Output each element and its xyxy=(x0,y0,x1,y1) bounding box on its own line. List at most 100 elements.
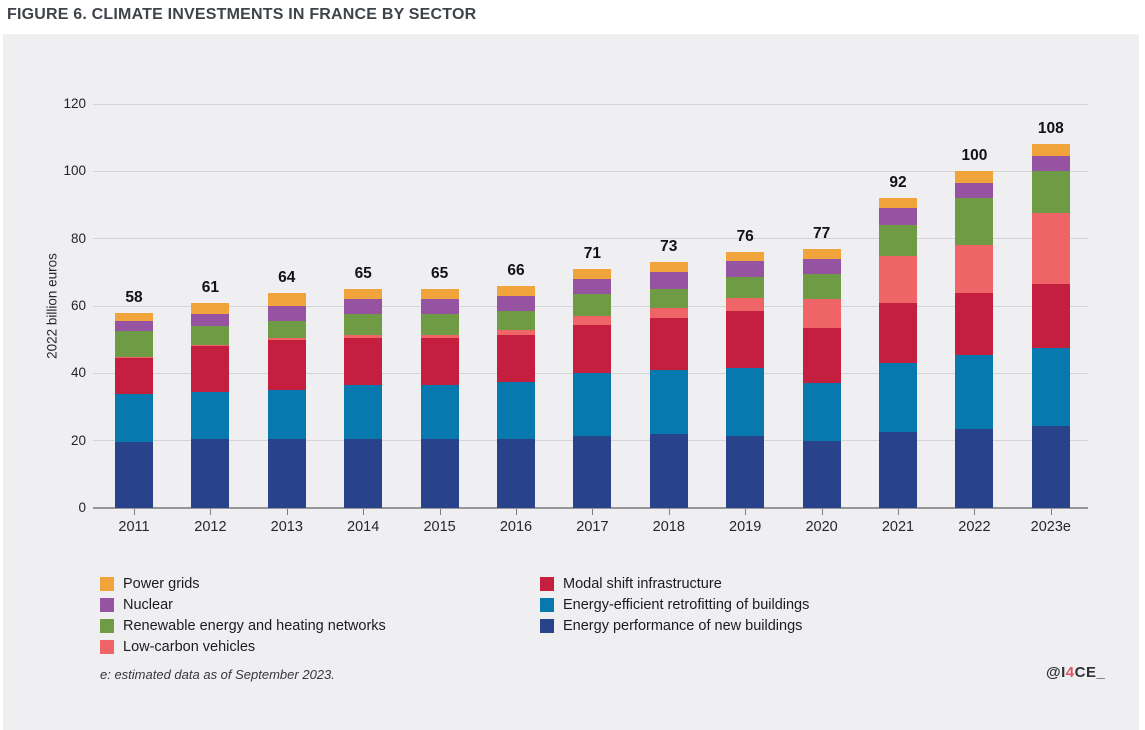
bar-segment-renewables-2020 xyxy=(802,274,841,300)
bar-segment-nuclear-2018 xyxy=(649,272,688,290)
y-tick-label-0: 0 xyxy=(78,500,86,515)
x-axis-tick-2014 xyxy=(363,509,365,515)
bar-total-2014: 65 xyxy=(354,265,372,283)
bar-segment-new_buildings-2013 xyxy=(267,438,306,508)
bar-segment-low_carbon-2011 xyxy=(115,356,153,359)
x-axis-label-2023e: 2023e xyxy=(1030,519,1071,535)
y-tick-label-60: 60 xyxy=(70,298,86,313)
legend-column-right: Modal shift infrastructure Energy-efficie… xyxy=(540,576,810,640)
bar-segment-renewables-2019 xyxy=(726,277,765,298)
bar-segment-retrofitting-2012 xyxy=(191,391,230,439)
bar-segment-modal_shift-2012 xyxy=(191,346,230,392)
legend-label-retrofitting: Energy-efficient retrofitting of buildin… xyxy=(563,597,810,613)
bar-total-2022: 100 xyxy=(961,147,988,165)
bar-segment-new_buildings-2023e xyxy=(1031,425,1070,508)
bar-total-2016: 66 xyxy=(507,261,525,279)
bar-2022 xyxy=(955,104,994,508)
bar-segment-retrofitting-2011 xyxy=(115,393,153,443)
bar-total-2013: 64 xyxy=(278,268,296,286)
bar-segment-renewables-2011 xyxy=(115,331,153,357)
bar-segment-retrofitting-2020 xyxy=(802,383,841,441)
gridline-120 xyxy=(93,103,1088,105)
bar-segment-power_grids-2011 xyxy=(115,312,153,322)
bar-2016 xyxy=(497,104,535,508)
bar-segment-power_grids-2018 xyxy=(649,262,688,273)
bar-2015 xyxy=(420,104,459,508)
legend-item-renewables: Renewable energy and heating networks xyxy=(100,618,386,634)
bar-segment-low_carbon-2021 xyxy=(879,255,917,303)
bar-total-2015: 65 xyxy=(430,265,449,283)
bar-segment-modal_shift-2020 xyxy=(802,327,841,384)
x-axis-label-2011: 2011 xyxy=(118,519,150,535)
x-axis-tick-2013 xyxy=(286,509,288,515)
bar-segment-renewables-2016 xyxy=(497,311,535,330)
bar-total-2023e: 108 xyxy=(1037,120,1064,138)
bar-segment-nuclear-2023e xyxy=(1031,156,1070,172)
bar-segment-renewables-2014 xyxy=(344,314,383,335)
bar-segment-modal_shift-2023e xyxy=(1031,284,1070,349)
bar-segment-retrofitting-2016 xyxy=(497,381,535,439)
bar-segment-power_grids-2012 xyxy=(191,302,230,315)
bar-segment-low_carbon-2015 xyxy=(420,334,459,338)
x-axis-label-2020: 2020 xyxy=(805,519,838,535)
bar-segment-retrofitting-2018 xyxy=(649,369,688,434)
bar-segment-modal_shift-2019 xyxy=(726,311,765,369)
x-axis-label-2014: 2014 xyxy=(347,519,380,535)
gridline-80 xyxy=(93,238,1088,240)
bar-segment-retrofitting-2019 xyxy=(726,368,765,436)
bar-segment-nuclear-2013 xyxy=(267,306,306,322)
bar-segment-retrofitting-2013 xyxy=(267,390,306,439)
bar-segment-renewables-2022 xyxy=(955,198,994,246)
y-tick-label-100: 100 xyxy=(63,163,86,179)
bar-2018 xyxy=(649,104,688,508)
bar-total-2017: 71 xyxy=(583,244,602,262)
bar-2021 xyxy=(879,104,917,508)
bar-segment-power_grids-2014 xyxy=(344,289,383,300)
bar-segment-modal_shift-2014 xyxy=(344,338,383,386)
bar-total-2019: 76 xyxy=(736,228,754,246)
bar-segment-nuclear-2017 xyxy=(573,279,612,295)
x-axis-tick-2011 xyxy=(134,509,135,515)
legend-swatch-modal_shift xyxy=(540,577,554,591)
bar-segment-renewables-2013 xyxy=(267,321,306,338)
legend-label-low_carbon: Low-carbon vehicles xyxy=(123,639,256,655)
bar-2023e xyxy=(1031,104,1070,508)
bar-segment-modal_shift-2015 xyxy=(420,338,459,386)
bar-segment-nuclear-2011 xyxy=(115,321,153,332)
x-axis-label-2016: 2016 xyxy=(499,519,533,535)
bar-segment-new_buildings-2021 xyxy=(879,432,917,508)
bar-segment-power_grids-2021 xyxy=(879,198,917,209)
logo-prefix: @I xyxy=(1046,664,1066,681)
bar-total-2020: 77 xyxy=(812,224,831,242)
bar-segment-low_carbon-2018 xyxy=(649,307,688,318)
bar-segment-renewables-2015 xyxy=(420,314,459,335)
bar-segment-nuclear-2015 xyxy=(420,299,459,315)
x-axis-tick-2020 xyxy=(821,509,823,515)
bar-segment-low_carbon-2014 xyxy=(344,334,383,338)
figure-title: FIGURE 6. CLIMATE INVESTMENTS IN FRANCE … xyxy=(7,6,477,23)
bar-2020 xyxy=(802,104,841,508)
y-tick-label-20: 20 xyxy=(70,432,86,448)
bar-segment-nuclear-2022 xyxy=(955,183,994,199)
bar-segment-new_buildings-2015 xyxy=(420,438,459,508)
bar-2019 xyxy=(726,104,765,508)
x-axis-tick-2019 xyxy=(745,509,747,515)
bar-segment-low_carbon-2012 xyxy=(191,344,230,347)
bar-segment-low_carbon-2020 xyxy=(802,299,841,328)
legend-item-modal_shift: Modal shift infrastructure xyxy=(540,576,809,592)
bar-segment-retrofitting-2022 xyxy=(955,354,994,429)
x-axis-tick-2012 xyxy=(210,509,212,515)
x-axis-tick-2022 xyxy=(974,509,976,515)
legend-column-left: Power grids Nuclear Renewable energy and h… xyxy=(100,576,386,661)
footnote: e: estimated data as of September 2023. xyxy=(100,667,335,682)
legend-label-new_buildings: Energy performance of new buildings xyxy=(563,618,803,634)
gridline-100 xyxy=(93,170,1088,172)
bar-total-2021: 92 xyxy=(889,174,907,192)
bar-segment-modal_shift-2021 xyxy=(879,302,917,364)
bar-segment-retrofitting-2015 xyxy=(420,385,459,439)
bar-total-2012: 61 xyxy=(201,278,220,296)
bar-2011 xyxy=(115,104,153,508)
bar-2017 xyxy=(573,104,612,508)
bar-segment-new_buildings-2020 xyxy=(802,440,841,508)
bar-segment-modal_shift-2011 xyxy=(115,358,153,394)
